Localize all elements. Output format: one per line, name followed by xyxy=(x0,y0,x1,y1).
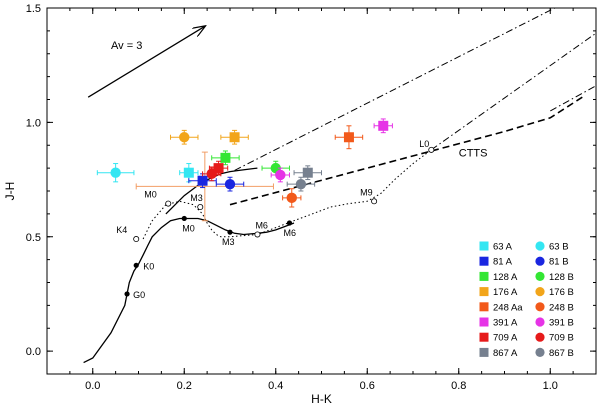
legend-marker-128-a xyxy=(479,271,489,281)
legend-marker-81-b xyxy=(535,256,545,266)
data-point-63-b xyxy=(110,167,121,178)
data-point-709-a xyxy=(213,163,224,174)
spectral-type-point-open xyxy=(197,204,204,211)
legend-label-128-b: 128 B xyxy=(549,272,574,283)
legend-label-81-a: 81 A xyxy=(493,257,513,268)
spectral-type-point-open xyxy=(371,198,378,205)
data-point-391-a xyxy=(378,120,389,131)
data-point-867-b xyxy=(295,178,307,190)
reddening-vector-label: Av = 3 xyxy=(111,40,142,52)
spectral-type-point xyxy=(124,291,130,297)
data-point-248-aa xyxy=(343,132,354,143)
y-axis-label: J-H xyxy=(3,182,17,201)
x-tick-label: 1.0 xyxy=(543,380,558,392)
data-point-248-b xyxy=(286,192,297,204)
locus-line-4 xyxy=(234,8,556,171)
reddening-vector-arrow xyxy=(87,26,205,98)
legend-marker-248-b xyxy=(535,302,545,312)
x-tick-label: 0.4 xyxy=(268,380,283,392)
spectral-type-label: M0 xyxy=(182,223,195,233)
data-point-709-b xyxy=(206,168,217,180)
spectral-type-label: M6 xyxy=(283,228,296,238)
x-tick-label: 0.8 xyxy=(451,380,466,392)
y-tick-label: 1.0 xyxy=(26,117,41,129)
locus-line-5 xyxy=(431,32,596,151)
data-point-63-a xyxy=(183,167,194,178)
spectral-type-label: M9 xyxy=(360,187,373,197)
legend-marker-63-b xyxy=(535,241,545,251)
data-point-176-a xyxy=(229,132,240,143)
legend-marker-709-b xyxy=(535,332,545,342)
legend-label-81-b: 81 B xyxy=(549,257,569,268)
spectral-type-label: M3 xyxy=(222,237,235,247)
legend-label-709-a: 709 A xyxy=(493,333,518,344)
locus-line-6 xyxy=(550,85,596,112)
legend-marker-63-a xyxy=(479,241,489,251)
x-tick-label: 0.2 xyxy=(177,380,192,392)
spectral-type-label: M0 xyxy=(144,190,157,200)
spectral-type-point xyxy=(181,215,187,222)
locus-line-0 xyxy=(83,217,295,364)
legend-label-248-b: 248 B xyxy=(549,302,574,313)
legend-marker-176-b xyxy=(535,287,545,297)
data-point-176-b xyxy=(179,132,190,143)
legend-marker-176-a xyxy=(479,287,489,297)
ctts-annotation: CTTS xyxy=(459,148,488,160)
data-point-81-a xyxy=(197,175,208,186)
spectral-type-label: L0 xyxy=(419,139,429,149)
locus-line-2 xyxy=(142,149,432,240)
spectral-type-label: K4 xyxy=(116,225,127,235)
spectral-type-point-open xyxy=(133,236,140,243)
legend-marker-867-a xyxy=(479,347,489,357)
spectral-type-point xyxy=(286,220,293,226)
spectral-type-label: G0 xyxy=(133,290,145,300)
spectral-type-label: M3 xyxy=(190,193,203,203)
spectral-type-point-open xyxy=(165,200,172,207)
legend-marker-709-a xyxy=(479,332,489,342)
legend-marker-391-a xyxy=(479,317,489,327)
legend-label-176-b: 176 B xyxy=(549,287,574,298)
spectral-type-point xyxy=(227,229,233,235)
legend-label-867-a: 867 A xyxy=(493,348,518,359)
data-point-128-a xyxy=(220,152,231,163)
x-tick-label: 0.6 xyxy=(360,380,375,392)
spectral-type-point-open xyxy=(254,231,261,238)
spectral-type-label: M6 xyxy=(255,220,268,230)
locus-line-3 xyxy=(229,96,583,206)
data-point-391-b xyxy=(275,169,286,181)
legend-marker-81-a xyxy=(479,256,489,266)
legend-label-63-b: 63 B xyxy=(549,242,569,253)
legend-label-867-b: 867 B xyxy=(549,348,574,359)
spectral-type-point-open xyxy=(428,146,435,153)
legend-label-391-a: 391 A xyxy=(493,318,518,329)
legend-marker-128-b xyxy=(535,271,545,281)
legend-marker-248-aa xyxy=(479,302,489,312)
legend-marker-391-b xyxy=(535,317,545,327)
legend-label-391-b: 391 B xyxy=(549,318,574,329)
legend-label-709-b: 709 B xyxy=(549,333,574,344)
x-tick-label: 0.0 xyxy=(85,380,100,392)
legend-label-128-a: 128 A xyxy=(493,272,518,283)
legend-label-248-aa: 248 Aa xyxy=(493,302,523,313)
y-tick-label: 1.5 xyxy=(26,3,41,15)
legend-label-63-a: 63 A xyxy=(493,242,513,253)
data-point-867-a xyxy=(302,167,313,178)
legend-label-176-a: 176 A xyxy=(493,287,518,298)
spectral-type-label: K0 xyxy=(143,261,154,271)
spectral-type-point xyxy=(133,262,139,268)
y-tick-label: 0.5 xyxy=(26,232,41,244)
x-axis-label: H-K xyxy=(311,392,332,406)
legend-marker-867-b xyxy=(535,347,545,357)
y-tick-label: 0.0 xyxy=(26,346,41,358)
data-point-81-b xyxy=(224,178,236,190)
